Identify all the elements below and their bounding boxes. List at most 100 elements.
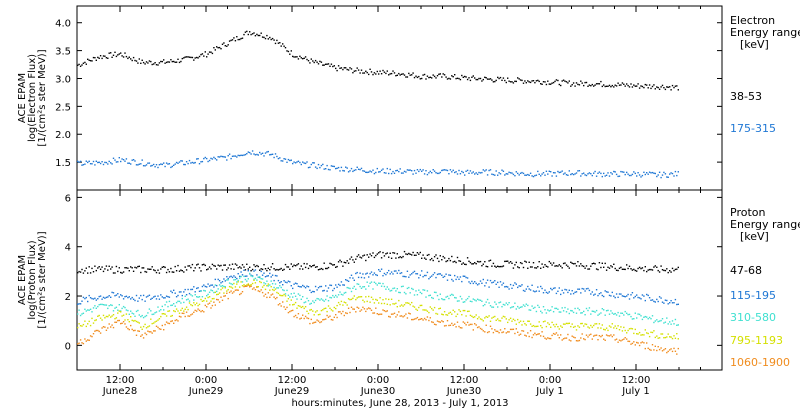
data-point [105,296,108,299]
data-point [454,171,456,174]
data-point [206,157,208,160]
data-point [105,57,108,59]
data-point [79,160,82,163]
data-point [528,335,530,338]
data-point [624,329,626,332]
data-point [88,59,90,61]
data-point [392,287,394,290]
data-point [256,274,258,276]
data-point [150,165,152,167]
data-point [597,339,599,341]
data-point [594,170,596,173]
data-point [77,343,79,345]
data-point [138,322,140,324]
data-point [676,333,678,335]
data-point [494,265,496,267]
data-point [664,269,667,272]
data-point [359,296,361,298]
data-point [637,83,639,85]
data-point [521,79,523,82]
data-point [595,175,598,177]
legend-entry: 310-580 [730,311,776,324]
data-point [293,292,295,294]
data-point [151,297,153,299]
data-point [259,151,261,154]
data-point [464,75,466,78]
data-point [228,285,231,288]
data-point [112,326,115,329]
data-point [264,268,267,270]
y-tick-label: 4 [65,243,71,254]
data-point [482,320,484,322]
data-point [104,326,106,328]
data-point [425,296,427,298]
data-point [522,289,525,292]
data-point [435,254,437,256]
data-point [286,306,288,309]
data-point [362,255,364,257]
data-point [673,323,675,325]
data-point [206,300,208,302]
data-point [266,285,268,287]
data-point [621,339,624,341]
data-point [112,314,115,316]
data-point [363,277,366,279]
data-point [451,255,453,258]
data-point [669,321,671,323]
data-point [454,296,456,299]
data-point [396,306,398,308]
data-point [468,260,470,262]
data-point [89,163,92,165]
data-point [502,265,505,267]
data-point [618,329,621,331]
data-point [304,162,307,165]
data-point [349,277,351,279]
data-point [353,169,355,172]
data-point [512,82,515,84]
data-point [468,172,470,174]
data-point [233,279,235,281]
data-point [564,306,566,309]
data-point [127,267,129,269]
data-point [528,309,530,311]
data-point [651,344,654,346]
data-point [283,268,285,271]
data-point [421,77,423,80]
data-point [455,261,457,264]
data-point [448,257,450,260]
data-point [297,58,300,60]
data-point [240,154,242,156]
data-point [337,65,340,67]
series-175-315 [77,150,679,179]
data-point [458,278,460,280]
data-point [484,331,486,333]
data-point [603,84,605,86]
data-point [214,304,216,306]
data-point [224,287,226,289]
data-point [208,159,211,162]
data-point [511,172,513,174]
data-point [647,269,649,271]
data-point [175,270,178,272]
data-point [497,281,499,284]
data-point [491,328,493,330]
data-point [118,296,120,298]
data-point [271,293,274,295]
data-point [352,297,354,299]
data-point [522,330,525,332]
data-point [598,171,601,173]
data-point [198,267,201,269]
data-point [218,301,221,303]
data-point [98,330,100,333]
data-point [408,252,410,255]
data-point [565,337,568,339]
data-point [220,285,222,287]
data-point [142,61,145,64]
data-point [623,326,625,329]
data-point [471,76,473,78]
data-point [456,300,459,302]
data-point [611,266,613,268]
data-point [372,298,374,301]
data-point [307,60,310,62]
data-point [488,260,490,262]
